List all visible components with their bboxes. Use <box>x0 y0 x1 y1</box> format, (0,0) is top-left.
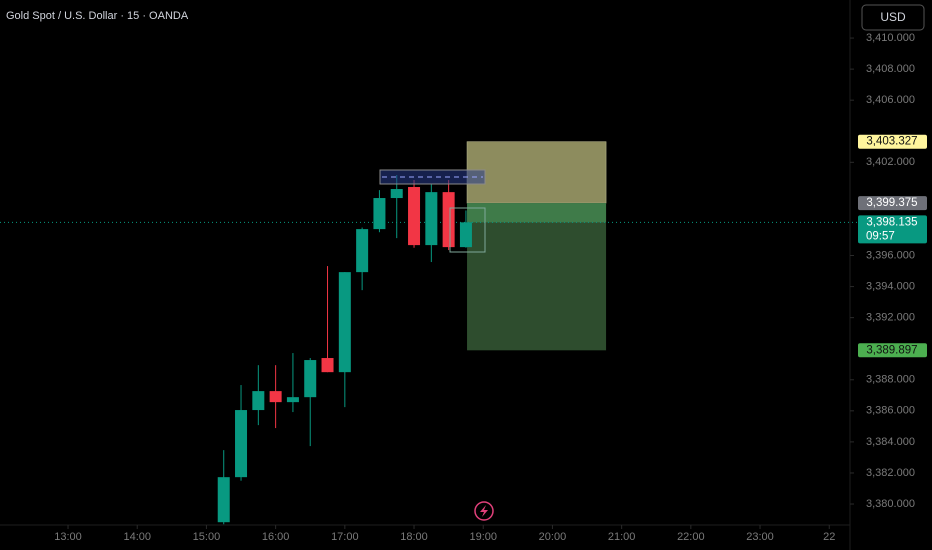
candle-body <box>338 272 351 373</box>
y-tick-label: 3,384.000 <box>866 436 915 448</box>
y-tick-label: 3,396.000 <box>866 249 915 261</box>
candle-body <box>217 477 230 523</box>
price-label: 3,403.327 <box>866 136 917 148</box>
plot-area <box>0 141 858 525</box>
currency-button[interactable] <box>861 4 925 31</box>
y-tick-label: 3,380.000 <box>866 498 915 510</box>
position-progress <box>467 203 607 223</box>
y-tick-label: 3,382.000 <box>866 467 915 479</box>
candle-body <box>373 198 386 230</box>
candle-body <box>356 229 369 273</box>
price-label: 3,399.375 <box>866 197 917 209</box>
price-label: 3,389.897 <box>866 344 917 356</box>
x-tick-label: 20:00 <box>539 531 567 543</box>
candle-body <box>459 222 472 248</box>
y-tick-label: 3,386.000 <box>866 405 915 417</box>
candle-body <box>425 192 438 246</box>
currency-label[interactable]: USD <box>880 10 906 24</box>
countdown: 09:57 <box>866 230 895 242</box>
y-tick-label: 3,394.000 <box>866 280 915 292</box>
x-tick-label: 22 <box>823 531 835 543</box>
x-tick-label: 23:00 <box>746 531 774 543</box>
candle-body <box>408 187 421 246</box>
x-tick-label: 21:00 <box>608 531 636 543</box>
candle-body <box>390 189 403 199</box>
price-label-bg <box>858 343 927 358</box>
position-lower-zone <box>467 203 607 351</box>
x-tick-label: 17:00 <box>331 531 359 543</box>
position-upper-zone <box>466 141 607 204</box>
candle-body <box>269 391 282 403</box>
price-label-bg <box>858 215 927 244</box>
y-tick-label: 3,402.000 <box>866 156 915 168</box>
price-label-bg <box>858 196 927 211</box>
x-tick-label: 22:00 <box>677 531 705 543</box>
zone-box <box>449 207 486 253</box>
candle-body <box>321 358 334 373</box>
y-tick-label: 3,388.000 <box>866 374 915 386</box>
x-tick-label: 18:00 <box>400 531 428 543</box>
x-tick-label: 19:00 <box>469 531 497 543</box>
lightning-icon[interactable] <box>474 501 494 521</box>
price-label: 3,398.135 <box>866 216 917 228</box>
y-tick-label: 3,408.000 <box>866 63 915 75</box>
y-tick-label: 3,392.000 <box>866 312 915 324</box>
candle-body <box>286 397 299 403</box>
candle-body <box>442 192 455 248</box>
x-tick-label: 14:00 <box>123 531 151 543</box>
x-tick-label: 13:00 <box>54 531 82 543</box>
candle-body <box>252 391 265 411</box>
y-tick-label: 3,406.000 <box>866 94 915 106</box>
candle-body <box>304 360 317 398</box>
x-tick-label: 15:00 <box>193 531 221 543</box>
chart-title: Gold Spot / U.S. Dollar · 15 · OANDA <box>6 10 189 22</box>
price-label-bg <box>858 134 927 149</box>
x-tick-label: 16:00 <box>262 531 290 543</box>
y-tick-label: 3,410.000 <box>866 32 915 44</box>
candle-body <box>235 410 248 478</box>
lightning-icon <box>480 505 488 517</box>
zone-box <box>379 169 486 185</box>
